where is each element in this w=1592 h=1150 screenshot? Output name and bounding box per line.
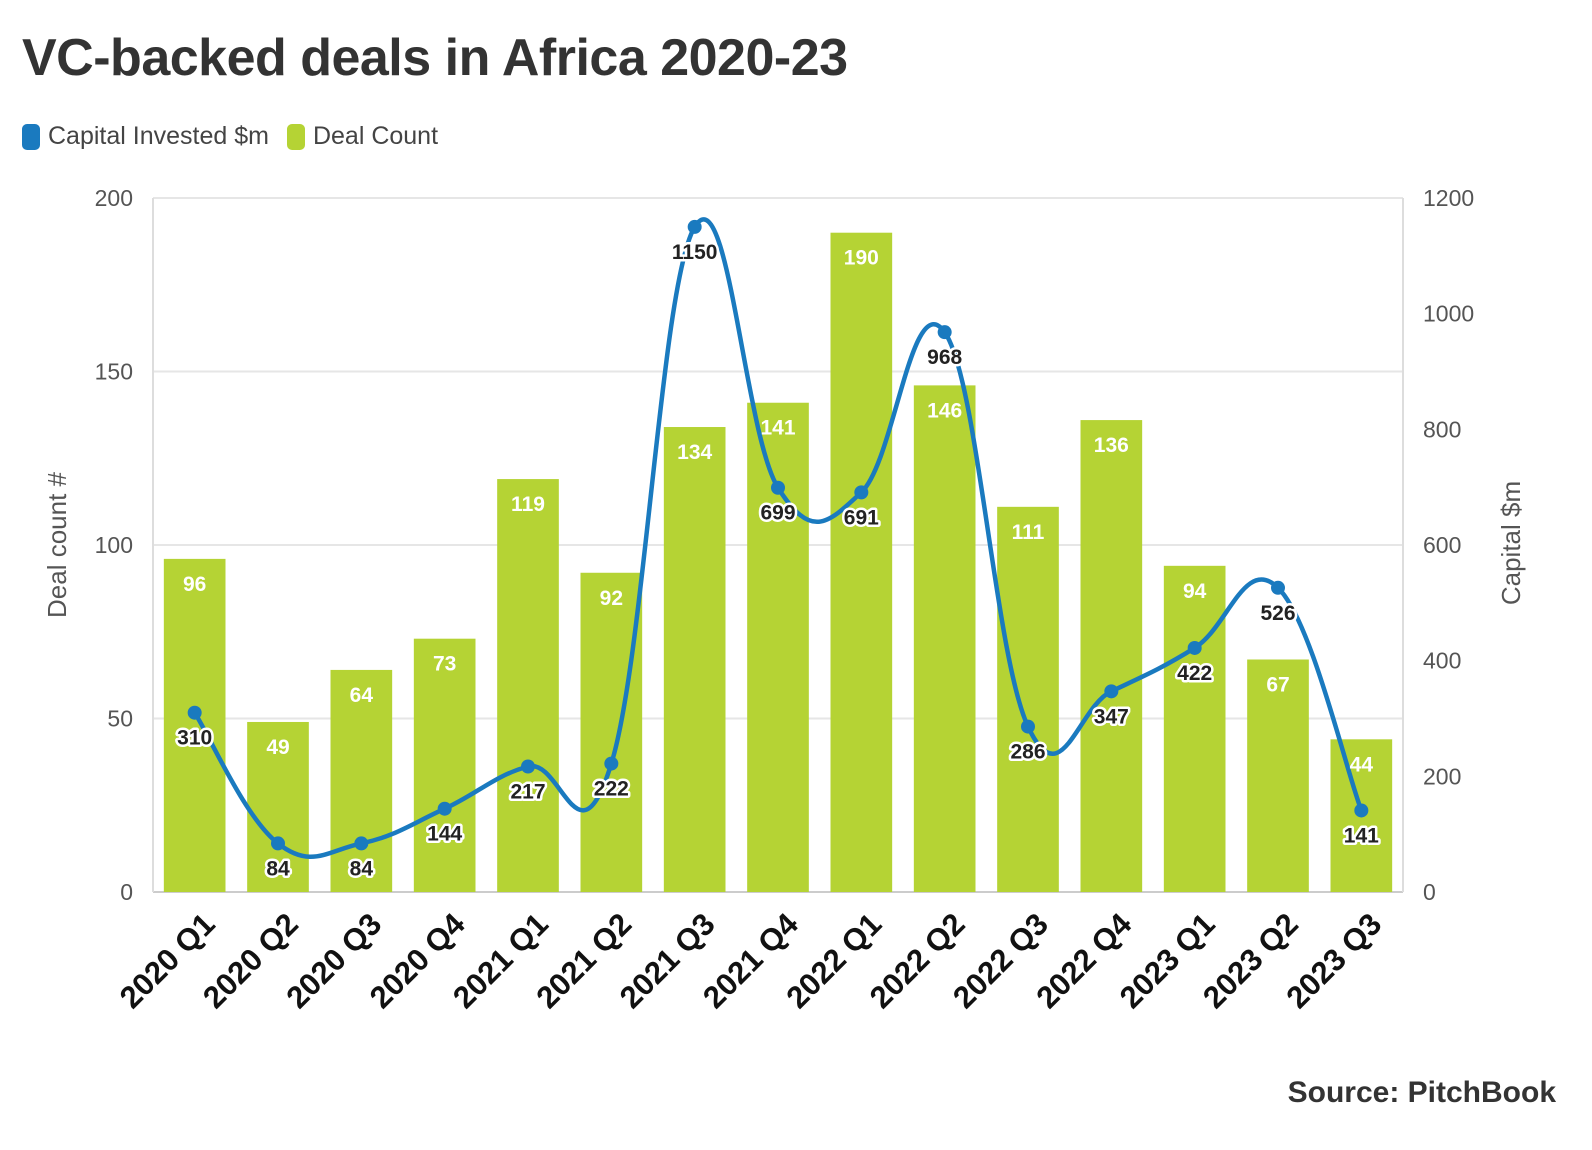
deal-count-label: 141 xyxy=(760,417,795,440)
capital-point xyxy=(604,756,619,771)
deal-count-label: 96 xyxy=(183,573,206,596)
capital-point xyxy=(354,836,369,851)
capital-label: 84 xyxy=(266,857,290,880)
deal-count-label: 190 xyxy=(844,247,879,270)
capital-label: 286 xyxy=(1010,741,1045,764)
legend-label-deal-count: Deal Count xyxy=(312,122,439,150)
deal-count-bar xyxy=(1163,565,1226,892)
chart-title: VC-backed deals in Africa 2020-23 xyxy=(22,29,848,87)
capital-label: 310 xyxy=(177,727,212,750)
deal-count-label: 44 xyxy=(1350,753,1374,776)
capital-label: 422 xyxy=(1177,662,1212,685)
y2-tick-label: 0 xyxy=(1423,879,1436,905)
capital-label: 217 xyxy=(510,781,545,804)
bars xyxy=(163,232,1393,892)
deal-count-bar xyxy=(913,385,976,892)
deal-count-bar xyxy=(997,506,1059,892)
deal-count-label: 92 xyxy=(600,587,623,610)
deal-count-label: 73 xyxy=(433,653,456,676)
y2-tick-label: 1000 xyxy=(1423,301,1474,327)
y-tick-label: 150 xyxy=(95,359,133,385)
y2-tick-label: 800 xyxy=(1423,416,1461,442)
y-tick-label: 100 xyxy=(95,532,133,558)
deal-count-label: 111 xyxy=(1012,521,1045,544)
capital-point xyxy=(187,705,202,720)
capital-point xyxy=(521,759,535,774)
capital-label: 699 xyxy=(760,502,795,525)
deal-count-bar xyxy=(330,669,393,892)
data-labels: 96 49 64 73 119 92 134 141 190 146 111 136 94 67 44 310… xyxy=(175,238,1382,883)
capital-label: 222 xyxy=(594,778,629,801)
legend-swatch-deal-count xyxy=(286,123,305,150)
capital-label: 1150 xyxy=(672,241,718,264)
deal-count-label: 119 xyxy=(511,493,545,516)
deal-count-label: 146 xyxy=(927,399,962,422)
legend-item-deal-count[interactable]: Deal Count xyxy=(286,122,439,151)
y-tick-label: 200 xyxy=(95,185,133,211)
y2-axis-title: Capital $m xyxy=(1496,481,1526,605)
deal-count-bar xyxy=(163,558,226,892)
deal-count-label: 49 xyxy=(266,736,289,759)
capital-label: 144 xyxy=(427,823,462,846)
deal-count-bar xyxy=(247,721,309,892)
capital-point xyxy=(1354,803,1369,818)
deal-count-label: 64 xyxy=(350,684,374,707)
y-axis-title: Deal count # xyxy=(42,471,72,618)
legend-swatch-capital xyxy=(22,123,40,150)
y2-tick-label: 400 xyxy=(1423,648,1461,674)
deal-count-bar xyxy=(663,427,726,892)
capital-point xyxy=(1271,580,1285,595)
y2-tick-label: 1200 xyxy=(1423,185,1474,211)
deal-count-label: 136 xyxy=(1094,434,1129,457)
capital-point xyxy=(1187,640,1202,655)
capital-point xyxy=(854,485,869,500)
capital-line xyxy=(187,217,1369,859)
capital-label: 84 xyxy=(350,857,374,880)
capital-point xyxy=(1104,684,1119,699)
y2-tick-label: 600 xyxy=(1423,532,1461,558)
legend-item-capital[interactable]: Capital Invested $m xyxy=(22,122,269,151)
capital-label: 141 xyxy=(1344,824,1379,847)
capital-point xyxy=(937,325,952,340)
legend-label-capital: Capital Invested $m xyxy=(48,122,269,150)
capital-label: 968 xyxy=(927,346,962,369)
y-tick-label: 50 xyxy=(107,706,133,732)
deal-count-bar xyxy=(747,402,809,892)
deal-count-bar xyxy=(830,232,893,892)
deal-count-bar xyxy=(497,479,559,892)
capital-label: 691 xyxy=(844,506,879,529)
deal-count-label: 94 xyxy=(1183,580,1207,603)
capital-label: 347 xyxy=(1094,705,1129,728)
capital-point xyxy=(771,480,785,495)
deal-count-bar xyxy=(413,638,476,892)
y2-tick-label: 200 xyxy=(1423,763,1461,789)
capital-label: 526 xyxy=(1260,602,1295,625)
legend: Capital Invested $m Deal Count xyxy=(22,122,456,151)
deal-count-label: 134 xyxy=(677,441,712,464)
y-tick-label: 0 xyxy=(120,879,133,905)
source-note: Source: PitchBook xyxy=(1287,1076,1556,1109)
capital-point xyxy=(687,219,702,234)
deal-count-bar xyxy=(1247,659,1309,892)
capital-point xyxy=(1021,719,1035,734)
deal-count-bar xyxy=(580,572,643,892)
capital-point xyxy=(437,801,452,816)
capital-point xyxy=(271,836,285,851)
deal-count-bar xyxy=(1080,420,1143,892)
deal-count-label: 67 xyxy=(1266,674,1289,697)
